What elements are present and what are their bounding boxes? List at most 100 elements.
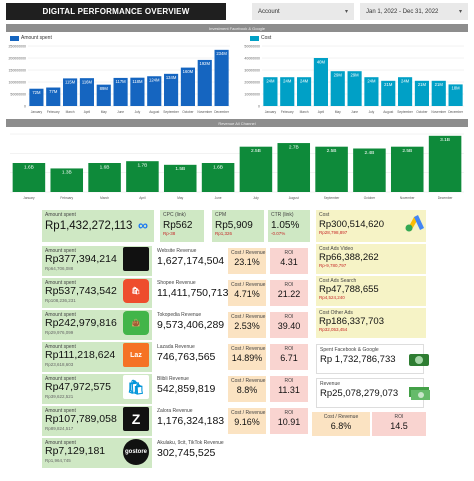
bar-label: 134M <box>166 75 177 80</box>
bar-label: 115M <box>65 80 76 85</box>
account-select[interactable]: Account ▾ <box>252 3 354 20</box>
bar-label: 1.7B <box>137 162 147 168</box>
lazada-logo-icon: Laz <box>123 343 149 367</box>
channel-cost-revenue-card: Cost / Revenue 23.1% <box>228 248 266 274</box>
channel-revenue-value: 1,176,324,183 <box>157 415 225 427</box>
bar[interactable] <box>180 67 195 106</box>
bar-label-bg <box>97 164 112 170</box>
channel-roi-value: 6.71 <box>280 353 298 363</box>
bar-label: 116M <box>82 79 93 84</box>
channel-cost-revenue-value: 14.89% <box>231 353 263 363</box>
revenue-total-card: Revenue Rp25,078,279,073 <box>316 378 424 408</box>
bar[interactable] <box>313 58 328 106</box>
bar-label-bg <box>81 79 93 86</box>
bar-label: 234M <box>216 51 227 56</box>
bar[interactable] <box>50 168 84 192</box>
x-tick-label: February <box>47 110 60 114</box>
x-tick-label: July <box>369 110 375 114</box>
bar[interactable] <box>364 77 379 106</box>
channel-revenue-value: 1,627,174,504 <box>157 255 225 267</box>
cpm-label: CPM <box>215 212 227 218</box>
date-range-select[interactable]: Jan 1, 2022 - Dec 31, 2022 ▾ <box>360 3 468 20</box>
bar-label: 29M <box>334 73 343 78</box>
bar[interactable] <box>263 77 278 106</box>
meta-logo-icon: ∞ <box>138 217 148 233</box>
bar[interactable] <box>239 146 273 192</box>
bar[interactable] <box>214 49 229 106</box>
bar[interactable] <box>330 71 345 106</box>
x-tick-label: June <box>351 110 358 114</box>
x-tick-label: February <box>281 110 294 114</box>
bar[interactable] <box>277 143 311 192</box>
channel-spent-delta: Rp89,824,517 <box>45 425 74 431</box>
bar-label: 89M <box>100 86 109 91</box>
spent-fb-google-label: Spent Facebook & Google <box>320 347 379 353</box>
bar-label-bg <box>131 78 143 85</box>
bar[interactable] <box>197 59 212 106</box>
channel-roi-card: ROI 39.40 <box>270 312 308 338</box>
revenue-chart: 1.6B January 1.3B February 1.6B March 1.7B Apri… <box>10 133 464 200</box>
channel-spent-value: Rp7,129,181 <box>45 445 106 457</box>
cost-other-ads-delta: Rp32,053,454 <box>319 327 348 333</box>
bar[interactable] <box>390 146 424 192</box>
bar-label-bg <box>211 164 226 170</box>
cpm-card: CPM Rp5,909 Rp1,326 <box>212 210 264 242</box>
bar-label: 2.5B <box>251 148 261 154</box>
bar[interactable] <box>353 148 386 193</box>
channel-roi-label: ROI <box>284 250 294 256</box>
bar[interactable] <box>113 77 128 106</box>
bar-label: 1.6B <box>100 164 110 170</box>
bar-label-bg <box>98 85 110 92</box>
channel-roi-value: 21.22 <box>277 289 301 299</box>
x-tick-label: December <box>214 110 230 114</box>
bar-label-bg <box>362 149 377 156</box>
bar[interactable] <box>164 73 179 106</box>
bar[interactable] <box>315 146 348 192</box>
bar-label-bg <box>400 147 415 154</box>
x-tick-label: April <box>84 110 91 114</box>
bar-label-bg <box>399 78 411 85</box>
x-tick-label: June <box>117 110 124 114</box>
x-tick-label: November <box>197 110 213 114</box>
y-tick-label: 0 <box>24 105 26 109</box>
bar-label-bg <box>182 68 194 75</box>
channel-roi-label: ROI <box>284 346 294 352</box>
bar[interactable] <box>147 76 162 106</box>
channel-spent-label: Amount spent <box>45 408 76 414</box>
date-range-label: Jan 1, 2022 - Dec 31, 2022 <box>366 8 439 15</box>
total-roi-card: ROI 14.5 <box>372 412 426 436</box>
channel-cost-revenue-value: 23.1% <box>234 257 260 267</box>
bar[interactable] <box>347 71 362 106</box>
bar[interactable] <box>428 135 462 192</box>
channel-spent-value: Rp107,789,058 <box>45 413 117 425</box>
bar-label: 118M <box>132 79 143 84</box>
x-tick-label: June <box>215 196 222 200</box>
channel-roi-card: ROI 11.31 <box>270 376 308 402</box>
x-tick-label: February <box>60 196 73 200</box>
bar[interactable] <box>280 77 295 106</box>
money-bag-icon <box>409 354 429 366</box>
channel-cost-revenue-value: 2.53% <box>234 321 260 331</box>
channel-cost-revenue-value: 8.8% <box>236 385 258 395</box>
channel-revenue-card: Shopee Revenue 11,411,750,713 <box>154 278 228 308</box>
x-tick-label: December <box>448 110 464 114</box>
cost-ads-video-delta: Rp-9,780,797 <box>319 263 347 269</box>
bar-label-bg <box>416 81 428 88</box>
cash-stack-icon <box>409 387 430 400</box>
bar[interactable] <box>297 77 312 106</box>
channel-revenue-value: 542,859,819 <box>157 383 216 395</box>
bar-label-bg <box>365 78 377 85</box>
cost-chart: 0 10000000 20000000 30000000 40000000 5000000… <box>244 45 464 114</box>
channel-revenue-value: 9,573,406,289 <box>157 319 225 331</box>
x-tick-label: August <box>149 110 159 114</box>
bar-label: 21M <box>418 82 427 87</box>
bar-label-bg <box>30 89 42 96</box>
bar-label-bg <box>438 136 453 143</box>
x-tick-label: October <box>364 196 376 200</box>
bar[interactable] <box>398 77 413 106</box>
cost-legend: Cost <box>250 35 271 41</box>
bar[interactable] <box>130 77 145 106</box>
bar-label-bg <box>281 78 293 85</box>
bar-label-bg <box>165 74 177 81</box>
bar-label-bg <box>315 59 327 65</box>
